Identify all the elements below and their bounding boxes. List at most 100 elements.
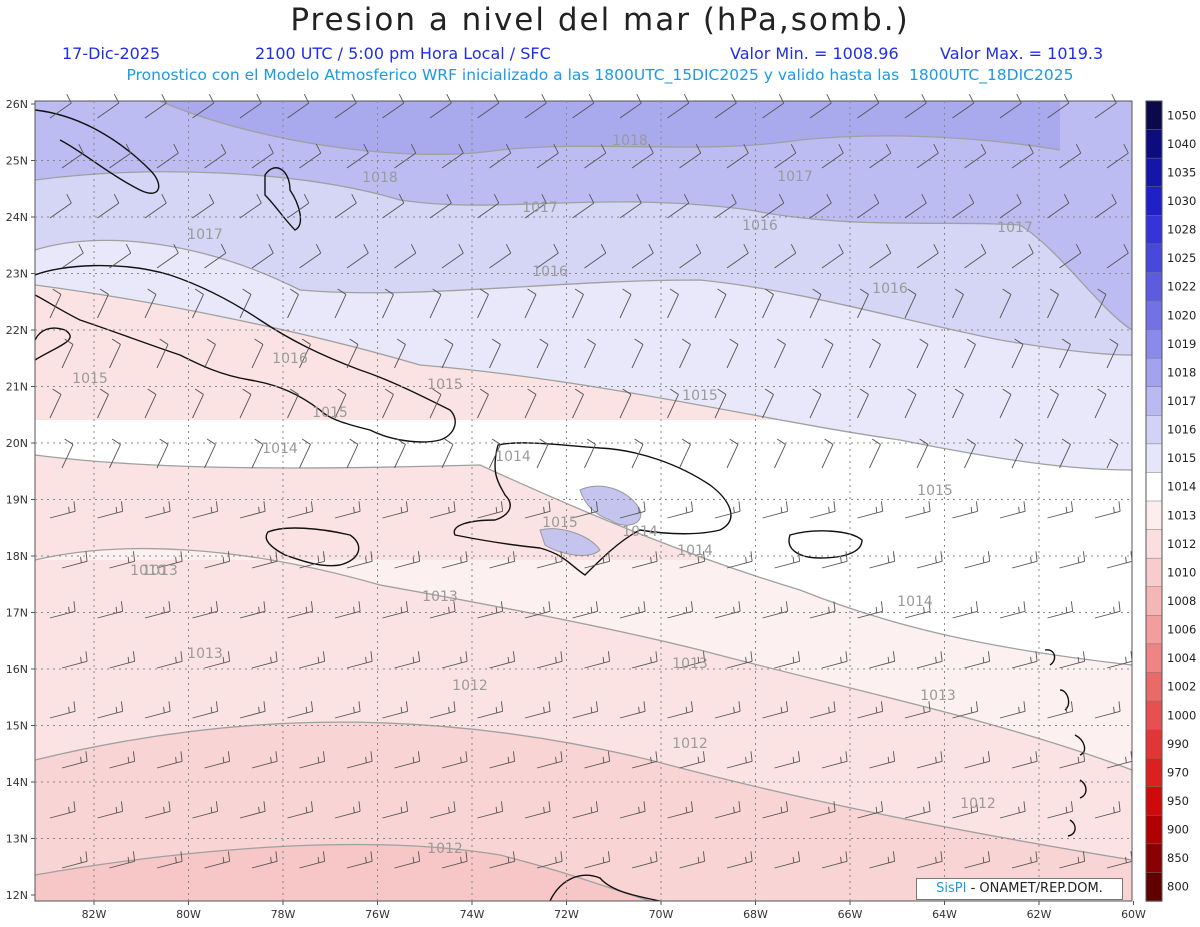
- lon-label: 76W: [365, 908, 390, 921]
- wind-barb: [441, 651, 468, 669]
- contour-label: 1010: [130, 563, 166, 579]
- colorbar-swatch: [1145, 129, 1163, 159]
- wind-barb: [726, 851, 753, 869]
- credit-box: SisPI - ONAMET/REP.DOM.: [916, 878, 1123, 900]
- wind-barb: [524, 601, 551, 619]
- wind-barb: [61, 551, 88, 569]
- lon-label: 60W: [1121, 908, 1146, 921]
- wind-barb: [999, 601, 1026, 619]
- wind-barb: [999, 288, 1012, 319]
- wind-barb: [667, 288, 679, 319]
- wind-barb: [49, 93, 72, 119]
- contour-labels: 1018 1018 1017 1017 1017 1017 1016 1016 1016 1016…: [72, 133, 1033, 857]
- wind-barb: [714, 501, 741, 519]
- wind-barb: [204, 851, 231, 869]
- wind-barb: [726, 338, 739, 369]
- wind-barb: [916, 851, 943, 869]
- lat-label: 23N: [6, 268, 28, 281]
- wind-barb: [667, 388, 679, 419]
- wind-barb: [346, 851, 373, 869]
- puerto-rico-coast: [788, 530, 863, 559]
- wind-barb: [489, 243, 512, 269]
- wind-barb: [536, 551, 563, 569]
- wind-barb: [429, 701, 456, 719]
- wind-barb: [904, 701, 931, 719]
- wind-barb: [1106, 438, 1119, 469]
- contour-label: 1014: [262, 441, 298, 457]
- wind-barb: [429, 801, 456, 819]
- wind-barb: [999, 388, 1012, 419]
- wind-barb: [667, 701, 694, 719]
- wind-barb: [394, 438, 406, 469]
- wind-barb: [156, 551, 183, 569]
- wind-barb: [299, 551, 326, 569]
- wind-barb: [156, 243, 179, 269]
- lat-label: 14N: [6, 776, 28, 789]
- wind-barb: [192, 93, 215, 119]
- wind-barb: [667, 93, 690, 119]
- wind-barb: [821, 851, 848, 869]
- wind-barb: [204, 438, 216, 469]
- wind-barb: [1094, 388, 1107, 419]
- wind-barb: [1059, 338, 1071, 369]
- wind-barb: [999, 501, 1026, 519]
- colorbar-swatch: [1145, 672, 1163, 702]
- wind-barb: [441, 751, 468, 769]
- colorbar-label: 970: [1167, 765, 1189, 779]
- wind-barb: [239, 501, 266, 519]
- wind-barb: [1094, 288, 1107, 319]
- wind-barb: [382, 193, 405, 219]
- wind-barb: [584, 551, 611, 569]
- lat-label: 12N: [6, 889, 28, 902]
- wind-barb: [667, 193, 690, 219]
- wind-barb: [239, 93, 262, 119]
- wind-barb: [762, 193, 785, 219]
- wind-barb: [394, 338, 406, 369]
- wind-barb: [809, 701, 836, 719]
- colorbar-label: 850: [1167, 851, 1189, 865]
- contour-label: 1015: [542, 515, 578, 531]
- contour-label: 1016: [272, 351, 308, 367]
- wind-barb: [251, 338, 264, 369]
- wind-barb: [382, 288, 394, 319]
- wind-barb: [394, 551, 421, 569]
- wind-barb: [631, 243, 654, 269]
- colorbar-swatch: [1145, 729, 1163, 759]
- wind-barb: [49, 601, 76, 619]
- florida-coast: [35, 109, 160, 194]
- colorbar-label: 1050: [1167, 108, 1196, 122]
- wind-barb: [524, 93, 547, 119]
- lon-label: 62W: [1027, 908, 1052, 921]
- wind-barb: [109, 338, 121, 369]
- wind-barb: [714, 801, 741, 819]
- wind-barb: [1047, 801, 1074, 819]
- forecast-time: 2100 UTC / 5:00 pm Hora Local / SFC: [255, 44, 551, 63]
- colorbar-label: 1006: [1167, 623, 1196, 637]
- wind-barb: [394, 751, 421, 769]
- wind-barb: [952, 601, 979, 619]
- contour-label: 1018: [362, 170, 398, 186]
- colorbar-label: 1020: [1167, 308, 1196, 322]
- wind-barb: [441, 438, 454, 469]
- wind-barb: [964, 143, 987, 169]
- wind-barb: [1094, 601, 1121, 619]
- wind-barb: [299, 243, 322, 269]
- wind-barb: [441, 338, 454, 369]
- wind-barb: [904, 501, 931, 519]
- colorbar-swatch: [1145, 415, 1163, 445]
- wind-barb: [287, 193, 310, 219]
- wind-barb: [667, 501, 694, 519]
- wind-barb: [869, 338, 881, 369]
- wind-barb: [192, 193, 215, 219]
- colorbar-label: 1010: [1167, 565, 1196, 579]
- colorbar-label: 1002: [1167, 680, 1196, 694]
- wind-barb: [1106, 751, 1133, 769]
- wind-barb: [857, 193, 880, 219]
- wind-barb: [287, 93, 310, 119]
- wind-barb: [774, 751, 801, 769]
- wind-barb: [346, 243, 369, 269]
- wind-barb: [916, 751, 943, 769]
- wind-barb: [441, 851, 468, 869]
- wind-barb: [904, 193, 927, 219]
- wind-barb: [1094, 701, 1121, 719]
